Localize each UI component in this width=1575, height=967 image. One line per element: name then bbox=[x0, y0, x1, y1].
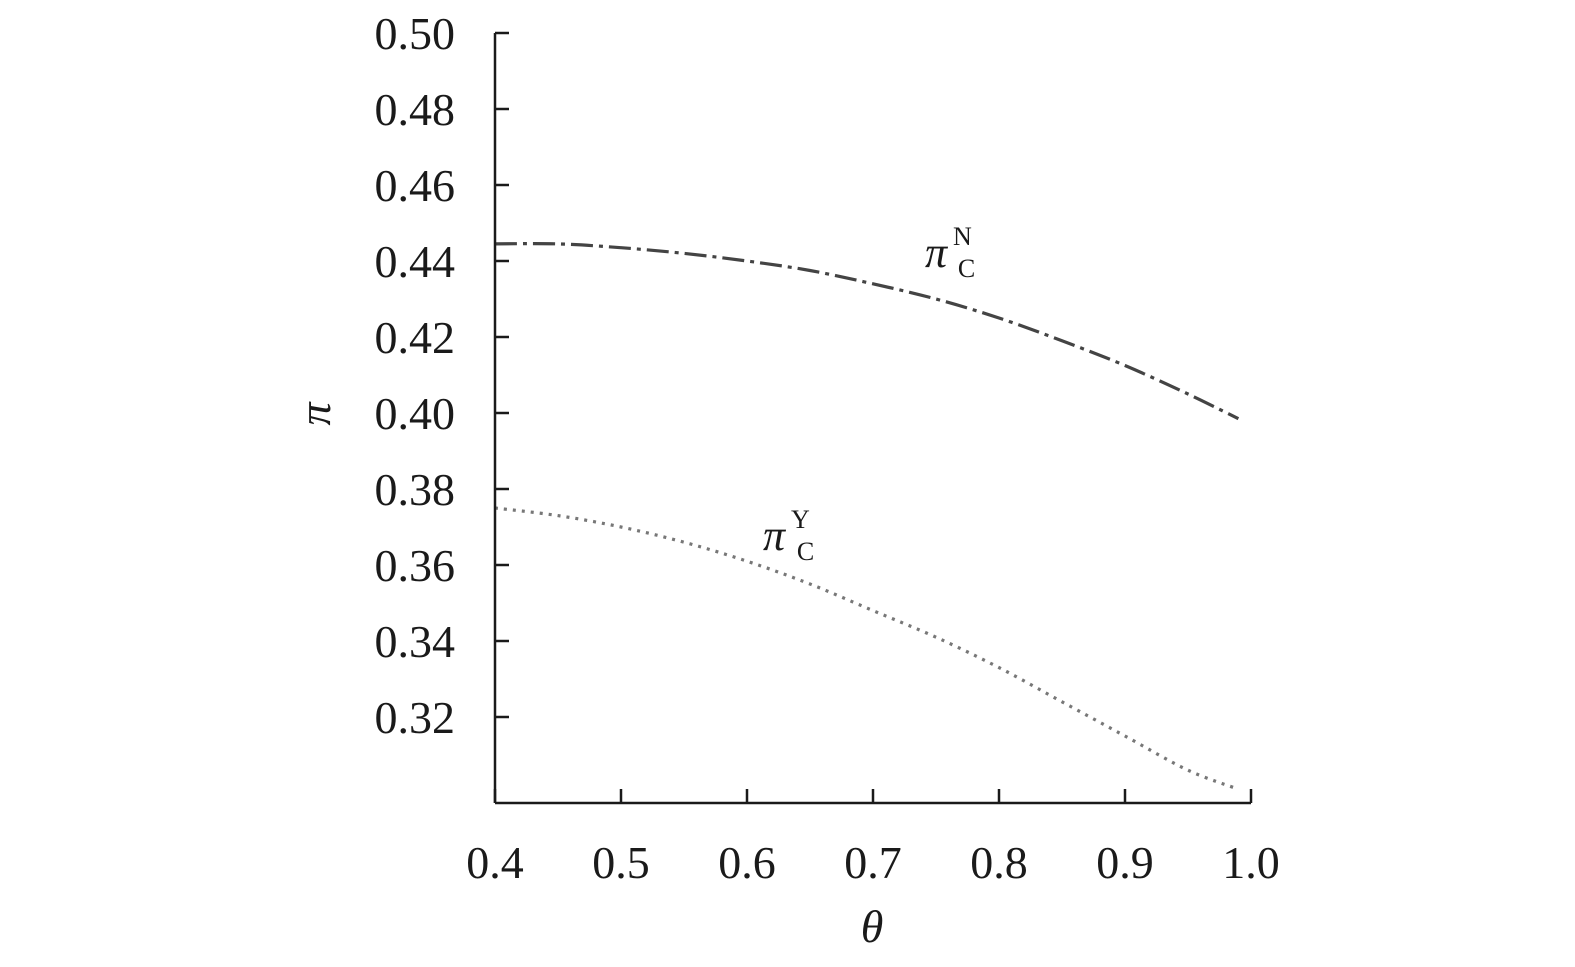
x-tick-label: 0.5 bbox=[592, 837, 650, 888]
y-axis-title: π bbox=[289, 401, 340, 426]
series-label-pi-n-c: π N C bbox=[925, 222, 976, 283]
labels-layer: θ π π N C π Y C bbox=[289, 222, 976, 952]
ticks-layer: 0.50 0.48 0.46 0.44 0.42 0.40 0.38 0.36 0.34 0.32… bbox=[375, 8, 1280, 888]
y-tick-label: 0.38 bbox=[375, 464, 456, 515]
y-tick-label: 0.32 bbox=[375, 692, 456, 743]
series-layer bbox=[494, 242, 1240, 791]
y-tick-label: 0.40 bbox=[375, 388, 456, 439]
y-tick-label: 0.42 bbox=[375, 312, 456, 363]
series-label-pi-n-c-sub: C bbox=[958, 254, 975, 283]
y-tick-label: 0.34 bbox=[375, 616, 456, 667]
x-tick-label: 0.4 bbox=[466, 837, 524, 888]
x-tick-label: 0.8 bbox=[970, 837, 1028, 888]
y-tick-label: 0.50 bbox=[375, 8, 456, 59]
x-axis-title: θ bbox=[861, 901, 884, 952]
series-label-pi-y-c: π Y C bbox=[763, 505, 814, 566]
x-tick-label: 0.9 bbox=[1096, 837, 1154, 888]
y-tick-label: 0.48 bbox=[375, 84, 456, 135]
series-label-pi-n-c-sup: N bbox=[953, 222, 972, 251]
series-label-pi-n-c-symbol: π bbox=[925, 228, 949, 277]
y-tick-label: 0.44 bbox=[375, 236, 456, 287]
y-tick-label: 0.46 bbox=[375, 160, 456, 211]
series-line-pi-y-c bbox=[494, 506, 1239, 791]
x-tick-label: 0.7 bbox=[844, 837, 902, 888]
series-label-pi-y-c-sup: Y bbox=[791, 505, 810, 534]
x-tick-label: 0.6 bbox=[718, 837, 776, 888]
series-label-pi-y-c-symbol: π bbox=[763, 511, 787, 560]
y-tick-label: 0.36 bbox=[375, 540, 456, 591]
x-tick-label: 1.0 bbox=[1222, 837, 1280, 888]
series-line-pi-n-c bbox=[494, 242, 1240, 421]
axes-layer bbox=[493, 33, 1251, 805]
series-label-pi-y-c-sub: C bbox=[797, 537, 814, 566]
